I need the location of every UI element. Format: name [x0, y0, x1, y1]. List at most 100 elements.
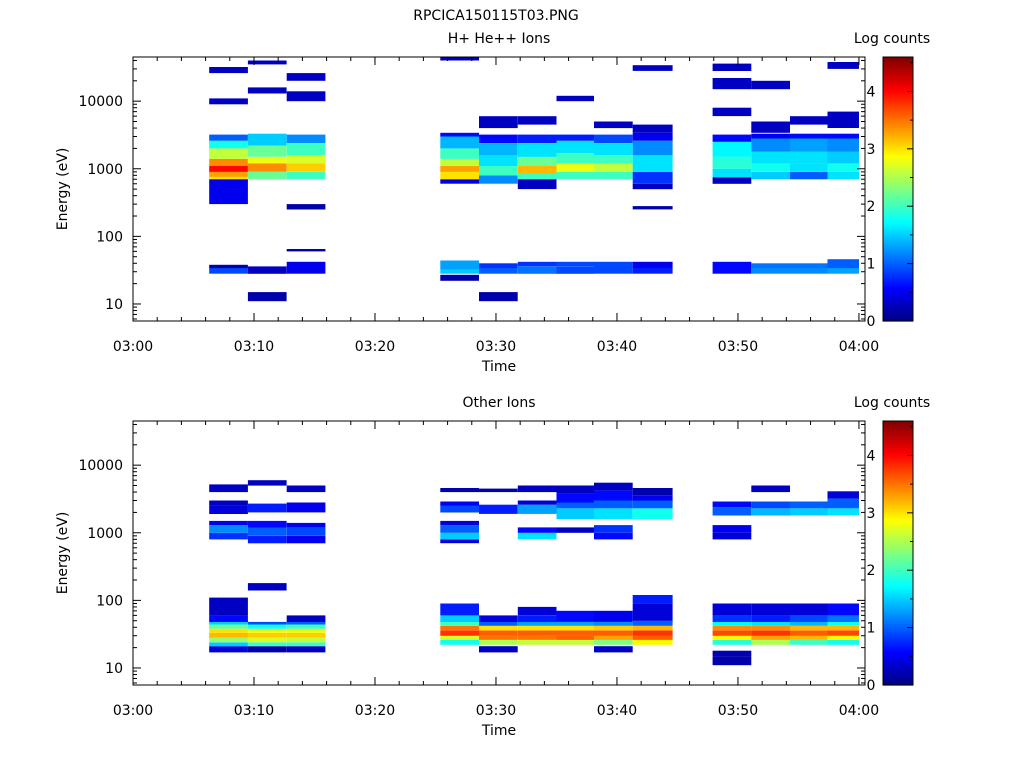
heatmap-cell	[712, 134, 752, 142]
heatmap-cell	[790, 263, 828, 269]
heatmap-cell	[517, 621, 557, 626]
x-tick-label: 03:10	[234, 703, 274, 719]
heatmap-cell	[440, 171, 479, 180]
colorbar-segment	[883, 652, 913, 655]
heatmap-cell	[790, 163, 828, 172]
colorbar-frame	[882, 56, 914, 322]
colorbar-segment	[883, 509, 913, 512]
colorbar-segment	[883, 76, 913, 80]
heatmap-cell	[751, 508, 790, 516]
colorbar-segment	[883, 480, 913, 484]
heatmap-cell	[790, 508, 828, 516]
heatmap-cell	[479, 155, 518, 166]
colorbar-segment	[883, 283, 913, 287]
heatmap-cell	[632, 268, 673, 274]
heatmap-cell	[556, 153, 594, 164]
heatmap-cell	[751, 485, 790, 493]
heatmap-cell	[247, 637, 287, 643]
colorbar-segment	[883, 641, 913, 644]
colorbar-segment	[883, 636, 913, 640]
heatmap-cell	[517, 266, 557, 274]
heatmap-cell	[632, 595, 673, 604]
colorbar-segment	[883, 656, 913, 660]
heatmap-cell	[209, 67, 248, 74]
heatmap-cell	[712, 501, 752, 508]
heatmap-cell	[556, 625, 594, 631]
heatmap-cell	[479, 166, 518, 176]
heatmap-cell	[286, 646, 326, 653]
heatmap-cell	[827, 259, 859, 269]
heatmap-cell	[712, 615, 752, 622]
colorbar-segment	[883, 460, 913, 464]
colorbar-segment	[883, 156, 913, 159]
colorbar-segment	[883, 79, 913, 82]
heatmap-cell	[517, 500, 557, 505]
heatmap-cell	[827, 151, 859, 164]
colorbar-segment	[883, 513, 913, 517]
colorbar-segment	[883, 590, 913, 594]
heatmap-cell	[440, 148, 479, 159]
colorbar-segment	[883, 449, 913, 453]
colorbar-segment	[883, 432, 913, 435]
colorbar-segment	[883, 625, 913, 629]
colorbar-segment	[883, 259, 913, 263]
x-tick-label: 03:40	[597, 703, 637, 719]
heatmap-cell	[712, 177, 752, 184]
heatmap-cell	[440, 532, 479, 540]
heatmap-cell	[751, 121, 790, 133]
heatmap-cell	[790, 615, 828, 622]
heatmap-cell	[632, 140, 673, 155]
heatmap-cell	[440, 630, 479, 636]
colorbar-segment	[883, 605, 913, 609]
heatmap-cell	[286, 621, 326, 625]
colorbar-segment	[883, 197, 913, 201]
colorbar-segment	[883, 138, 913, 142]
heatmap-cell	[632, 639, 673, 645]
heatmap-cell	[479, 504, 518, 514]
colorbar-segment	[883, 90, 913, 93]
heatmap-cell	[712, 107, 752, 117]
colorbar-segment	[883, 546, 913, 550]
colorbar-segment	[883, 208, 913, 212]
colorbar-segment	[883, 520, 913, 523]
heatmap-cell	[790, 625, 828, 631]
figure-title: RPCICA150115T03.PNG	[413, 8, 578, 24]
heatmap-cell	[247, 133, 287, 146]
colorbar-segment	[883, 120, 913, 124]
heatmap-cell	[751, 630, 790, 636]
heatmap-cell	[479, 292, 518, 302]
colorbar-segment	[883, 173, 913, 177]
colorbar-segment	[883, 125, 913, 128]
colorbar-segment	[883, 568, 913, 572]
heatmap-cell	[286, 91, 326, 102]
colorbar-segment	[883, 237, 913, 241]
colorbar-segment	[883, 74, 913, 78]
heatmap-cell	[751, 171, 790, 180]
heatmap-cell	[247, 145, 287, 157]
heatmap-cell	[790, 171, 828, 180]
colorbar-segment	[883, 57, 913, 60]
heatmap-cell	[712, 525, 752, 533]
colorbar-segment	[883, 443, 913, 446]
heatmap-cell	[632, 65, 673, 71]
colorbar-segment	[883, 285, 913, 289]
colorbar-segment	[883, 421, 913, 424]
colorbar-segment	[883, 288, 913, 291]
heatmap-cell	[479, 175, 518, 184]
colorbar-tick-label: 4	[867, 448, 876, 464]
colorbar-segment	[883, 244, 913, 247]
colorbar-segment	[883, 224, 913, 227]
colorbar-segment	[883, 531, 913, 534]
colorbar-segment	[883, 305, 913, 309]
heatmap-cell	[209, 179, 248, 205]
colorbar-segment	[883, 222, 913, 225]
heatmap-cell	[209, 140, 248, 149]
colorbar-segment	[883, 506, 913, 510]
heatmap-cell	[247, 171, 287, 180]
colorbar-segment	[883, 261, 913, 265]
heatmap-cell	[209, 637, 248, 643]
colorbar-segment	[883, 454, 913, 457]
heatmap-cell	[440, 274, 479, 281]
heatmap-cell	[712, 656, 752, 666]
heatmap-cell	[247, 156, 287, 164]
